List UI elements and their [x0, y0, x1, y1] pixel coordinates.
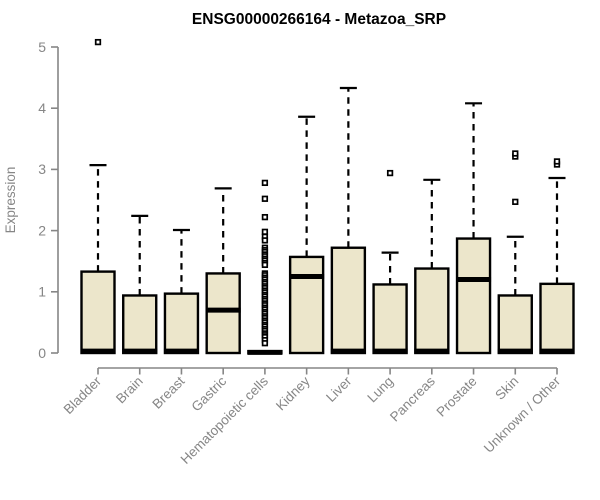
box-rect: [122, 294, 158, 355]
chart-title: ENSG00000266164 - Metazoa_SRP: [192, 11, 446, 28]
x-tick-label: Lung: [364, 374, 396, 406]
outlier-point: [94, 38, 102, 46]
outlier-point: [261, 195, 269, 202]
outlier-point: [261, 261, 269, 269]
box-group-prostate: [455, 102, 492, 355]
box-rect: [288, 255, 325, 355]
box-group-gastric: [205, 187, 241, 355]
outlier-point: [261, 340, 269, 347]
box-rect: [497, 294, 533, 355]
outlier-point: [261, 237, 269, 244]
box-rect: [455, 237, 492, 355]
box-rect: [539, 282, 575, 355]
box-group-bladder: [80, 38, 116, 355]
box-group-kidney: [288, 115, 325, 355]
outlier-point: [261, 213, 269, 221]
x-tick-label: Skin: [492, 374, 521, 403]
outlier-point: [512, 150, 519, 157]
x-tick-label: Bladder: [61, 373, 105, 417]
box-rect: [80, 270, 116, 355]
x-tick-label: Gastric: [188, 373, 229, 414]
outlier-point: [512, 198, 519, 205]
box-rect: [205, 272, 241, 355]
box-rect: [414, 267, 450, 355]
y-tick-label: 2: [38, 222, 46, 238]
box-group-liver: [330, 86, 367, 355]
y-axis-label: Expression: [3, 167, 18, 234]
y-tick-label: 5: [38, 39, 46, 55]
x-tick-label: Pancreas: [387, 373, 438, 424]
box-rect: [330, 246, 367, 355]
x-tick-label: Unknown / Other: [481, 373, 564, 456]
x-tick-label: Prostate: [434, 374, 480, 420]
y-tick-label: 3: [38, 161, 46, 177]
outlier-point: [261, 228, 269, 235]
x-tick-label: Liver: [323, 373, 355, 405]
box-group-breast: [163, 228, 200, 355]
x-tick-label: Breast: [149, 373, 187, 411]
x-tick-label: Kidney: [273, 373, 313, 413]
box-rect: [163, 292, 200, 355]
box-series: [80, 38, 575, 355]
box-group-hematopoietic-cells: [247, 179, 283, 355]
box-group-lung: [372, 169, 408, 355]
box-group-brain: [122, 214, 158, 355]
outlier-point: [553, 158, 561, 165]
box-rect: [372, 283, 408, 355]
y-tick-label: 4: [38, 100, 46, 116]
box-group-skin: [497, 150, 533, 355]
y-tick-label: 1: [38, 284, 46, 300]
outlier-point: [261, 179, 269, 187]
x-tick-label: Brain: [113, 374, 146, 407]
y-tick-label: 0: [38, 345, 46, 361]
outlier-point: [386, 169, 394, 177]
box-group-unknown-other: [539, 158, 575, 355]
box-group-pancreas: [414, 178, 450, 355]
